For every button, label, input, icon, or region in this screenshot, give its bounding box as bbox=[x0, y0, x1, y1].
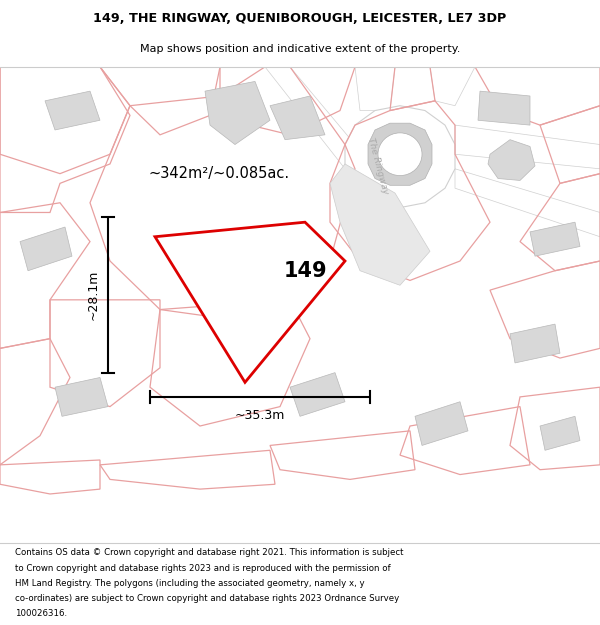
Text: ~35.3m: ~35.3m bbox=[235, 409, 285, 421]
Polygon shape bbox=[368, 123, 432, 185]
Polygon shape bbox=[510, 324, 560, 363]
Text: 149: 149 bbox=[283, 261, 327, 281]
Polygon shape bbox=[488, 139, 535, 181]
Polygon shape bbox=[355, 67, 395, 111]
Polygon shape bbox=[430, 67, 475, 106]
Polygon shape bbox=[270, 96, 325, 139]
Polygon shape bbox=[205, 81, 270, 144]
Polygon shape bbox=[290, 372, 345, 416]
Polygon shape bbox=[540, 416, 580, 450]
Text: 100026316.: 100026316. bbox=[15, 609, 67, 618]
Polygon shape bbox=[455, 169, 600, 237]
Circle shape bbox=[378, 133, 422, 176]
Polygon shape bbox=[20, 227, 72, 271]
Text: The Ringway: The Ringway bbox=[366, 137, 390, 195]
Polygon shape bbox=[330, 164, 430, 285]
Polygon shape bbox=[530, 222, 580, 256]
Polygon shape bbox=[265, 67, 355, 169]
Polygon shape bbox=[415, 402, 468, 446]
Polygon shape bbox=[455, 125, 600, 169]
Text: co-ordinates) are subject to Crown copyright and database rights 2023 Ordnance S: co-ordinates) are subject to Crown copyr… bbox=[15, 594, 399, 603]
Text: HM Land Registry. The polygons (including the associated geometry, namely x, y: HM Land Registry. The polygons (includin… bbox=[15, 579, 365, 587]
Text: ~28.1m: ~28.1m bbox=[87, 270, 100, 320]
Polygon shape bbox=[155, 222, 345, 382]
Polygon shape bbox=[478, 91, 530, 125]
Text: 149, THE RINGWAY, QUENIBOROUGH, LEICESTER, LE7 3DP: 149, THE RINGWAY, QUENIBOROUGH, LEICESTE… bbox=[94, 12, 506, 25]
Text: Map shows position and indicative extent of the property.: Map shows position and indicative extent… bbox=[140, 44, 460, 54]
Polygon shape bbox=[345, 106, 455, 208]
Text: Contains OS data © Crown copyright and database right 2021. This information is : Contains OS data © Crown copyright and d… bbox=[15, 548, 404, 558]
Polygon shape bbox=[55, 378, 108, 416]
Text: to Crown copyright and database rights 2023 and is reproduced with the permissio: to Crown copyright and database rights 2… bbox=[15, 564, 391, 572]
Polygon shape bbox=[45, 91, 100, 130]
Text: ~342m²/~0.085ac.: ~342m²/~0.085ac. bbox=[148, 166, 289, 181]
